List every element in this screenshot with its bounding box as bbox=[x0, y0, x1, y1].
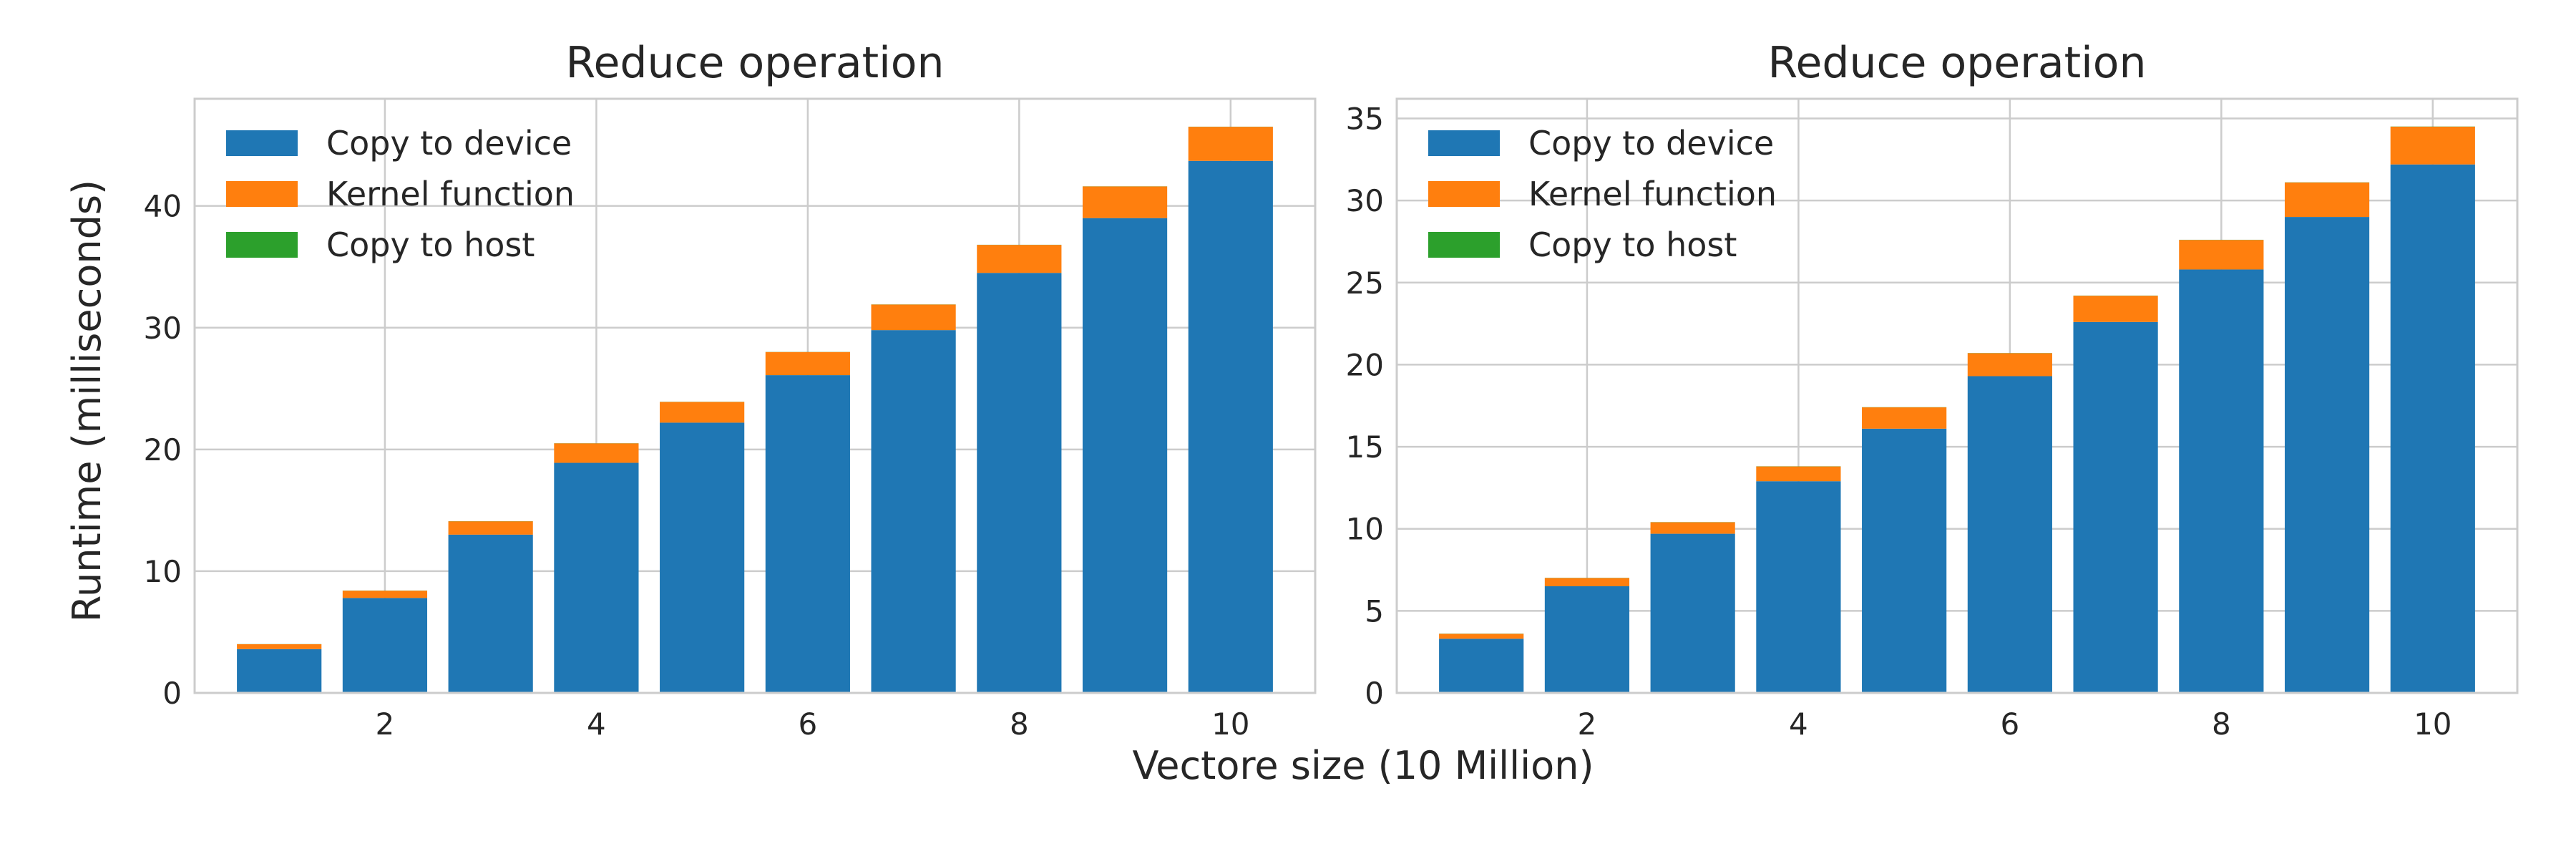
bar-copy-to-device bbox=[1188, 160, 1273, 693]
x-tick-label: 10 bbox=[2414, 707, 2451, 742]
y-tick-label: 15 bbox=[1346, 430, 1384, 465]
bar-kernel-function bbox=[660, 402, 745, 423]
bar-copy-to-device bbox=[1439, 639, 1524, 693]
bar-kernel-function bbox=[448, 521, 533, 535]
bar-copy-to-device bbox=[554, 462, 639, 693]
bar-copy-to-device bbox=[2390, 164, 2475, 693]
legend-label: Copy to host bbox=[326, 225, 535, 264]
bar-kernel-function bbox=[871, 304, 956, 331]
bar-copy-to-device bbox=[237, 649, 322, 693]
bar-copy-to-device bbox=[342, 598, 428, 693]
bar-kernel-function bbox=[2390, 126, 2475, 165]
bar-kernel-function bbox=[1756, 466, 1841, 482]
x-axis-label: Vectore size (10 Million) bbox=[1132, 743, 1594, 788]
bar-kernel-function bbox=[2179, 240, 2264, 270]
y-tick-label: 30 bbox=[144, 311, 182, 346]
panel-1: 2 4 6 8 10 0 10 20 30 40 Reduce operation Copy to d… bbox=[144, 38, 1317, 742]
y-tick-label: 25 bbox=[1346, 266, 1384, 301]
bar-copy-to-device bbox=[871, 330, 956, 693]
bar-kernel-function bbox=[1188, 127, 1273, 161]
x-tick-label: 2 bbox=[376, 707, 395, 742]
x-tick-label: 4 bbox=[1789, 707, 1808, 742]
legend-swatch bbox=[1428, 232, 1500, 258]
y-tick-label: 30 bbox=[1346, 183, 1384, 218]
legend-swatch bbox=[1428, 181, 1500, 207]
y-tick-label: 0 bbox=[162, 676, 182, 711]
bar-kernel-function bbox=[2284, 182, 2370, 218]
bar-kernel-function bbox=[977, 245, 1062, 273]
y-tick-label: 0 bbox=[1365, 676, 1384, 711]
bar-kernel-function bbox=[237, 644, 322, 649]
x-tick-label: 8 bbox=[1010, 707, 1029, 742]
y-axis-label: Runtime (milliseconds) bbox=[64, 180, 109, 622]
legend-label: Kernel function bbox=[326, 175, 575, 213]
y-tick-label: 5 bbox=[1365, 593, 1384, 629]
bar-copy-to-device bbox=[1756, 481, 1841, 693]
panel-2: 2 4 6 8 10 0 5 10 15 20 25 30 35 Reduce operation Copy… bbox=[1346, 38, 2519, 742]
legend-swatch bbox=[226, 181, 298, 207]
legend-label: Copy to device bbox=[1528, 124, 1774, 162]
bar-copy-to-device bbox=[765, 375, 850, 693]
bar-kernel-function bbox=[1082, 186, 1168, 218]
y-tick-label: 35 bbox=[1346, 102, 1384, 137]
legend-label: Kernel function bbox=[1528, 175, 1777, 213]
bar-copy-to-device bbox=[2179, 269, 2264, 694]
x-tick-label: 6 bbox=[2001, 707, 2020, 742]
legend: Copy to device Kernel function Copy to hos… bbox=[226, 124, 575, 264]
bar-kernel-function bbox=[1650, 522, 1735, 534]
x-tick-label: 2 bbox=[1578, 707, 1597, 742]
bar-copy-to-device bbox=[2284, 217, 2370, 693]
bar-copy-to-device bbox=[1650, 533, 1735, 693]
plot-frame bbox=[193, 97, 1317, 694]
bar-copy-to-device bbox=[977, 273, 1062, 693]
legend-swatch bbox=[226, 232, 298, 258]
bar-copy-to-device bbox=[448, 534, 533, 693]
y-tick-label: 10 bbox=[144, 554, 182, 589]
y-tick-label: 10 bbox=[1346, 512, 1384, 547]
x-tick-label: 4 bbox=[587, 707, 606, 742]
bar-kernel-function bbox=[1967, 353, 2052, 377]
y-tick-label: 20 bbox=[144, 432, 182, 467]
legend-label: Copy to device bbox=[326, 124, 572, 162]
bar-copy-to-device bbox=[1082, 218, 1168, 694]
x-tick-label: 10 bbox=[1211, 707, 1249, 742]
plot-frame bbox=[1395, 97, 2519, 694]
chart-title: Reduce operation bbox=[565, 38, 944, 88]
y-tick-label: 20 bbox=[1346, 347, 1384, 382]
bar-kernel-function bbox=[765, 351, 850, 376]
bar-copy-to-device bbox=[2073, 321, 2158, 693]
bar-kernel-function bbox=[554, 443, 639, 463]
bar-kernel-function bbox=[1862, 407, 1947, 429]
bar-copy-to-device bbox=[1544, 586, 1630, 693]
bar-kernel-function bbox=[1439, 634, 1524, 639]
bar-kernel-function bbox=[342, 591, 428, 598]
bar-kernel-function bbox=[2073, 296, 2158, 322]
legend: Copy to device Kernel function Copy to hos… bbox=[1428, 124, 1777, 264]
bar-copy-to-device bbox=[1967, 376, 2052, 693]
bar-copy-to-device bbox=[660, 422, 745, 693]
x-tick-label: 8 bbox=[2212, 707, 2231, 742]
x-tick-label: 6 bbox=[799, 707, 818, 742]
legend-label: Copy to host bbox=[1528, 225, 1737, 264]
legend-swatch bbox=[1428, 130, 1500, 156]
y-tick-label: 40 bbox=[144, 189, 182, 224]
bar-kernel-function bbox=[1544, 578, 1630, 586]
legend-swatch bbox=[226, 130, 298, 156]
bar-copy-to-device bbox=[1862, 428, 1947, 693]
chart-title: Reduce operation bbox=[1767, 38, 2146, 88]
